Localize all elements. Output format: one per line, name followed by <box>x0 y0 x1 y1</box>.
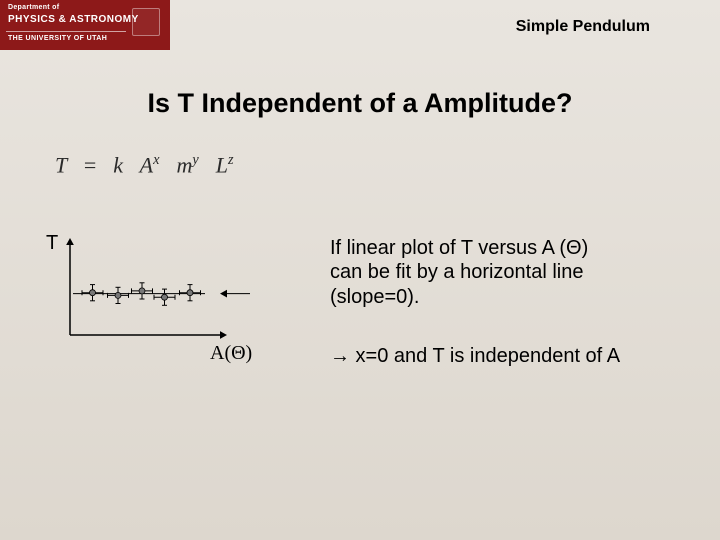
header-divider <box>6 31 126 32</box>
slide-title: Is T Independent of a Amplitude? <box>0 88 720 119</box>
conclusion-arrow-icon: → <box>330 345 350 367</box>
formula-A: A <box>140 152 153 177</box>
university-logo <box>132 8 160 36</box>
formula-m: m <box>176 152 192 177</box>
desc-line3: (slope=0). <box>330 286 420 308</box>
header-subject-line: PHYSICS & ASTRONOMY <box>8 14 139 25</box>
formula-k: k <box>113 152 123 177</box>
topic-label: Simple Pendulum <box>516 18 650 36</box>
header-university-line: THE UNIVERSITY OF UTAH <box>8 35 107 42</box>
formula-L: L <box>216 152 228 177</box>
formula-x: x <box>153 152 159 168</box>
conclusion-text: → x=0 and T is independent of A <box>330 345 700 368</box>
description-text: If linear plot of T versus A (Θ) can be … <box>330 236 680 309</box>
formula-T: T <box>55 152 67 177</box>
desc-line1: If linear plot of T versus A (Θ) <box>330 237 588 259</box>
chart-x-label: A(Θ) <box>210 342 252 365</box>
conclusion-body: x=0 and T is independent of A <box>350 345 620 367</box>
chart <box>50 235 250 355</box>
formula-eq: = <box>84 152 96 177</box>
formula-z: z <box>228 152 234 168</box>
header-dept-line: Department of <box>8 4 59 11</box>
formula: T = k Ax my Lz <box>55 152 234 178</box>
desc-line2: can be fit by a horizontal line <box>330 261 584 283</box>
formula-y: y <box>192 152 198 168</box>
